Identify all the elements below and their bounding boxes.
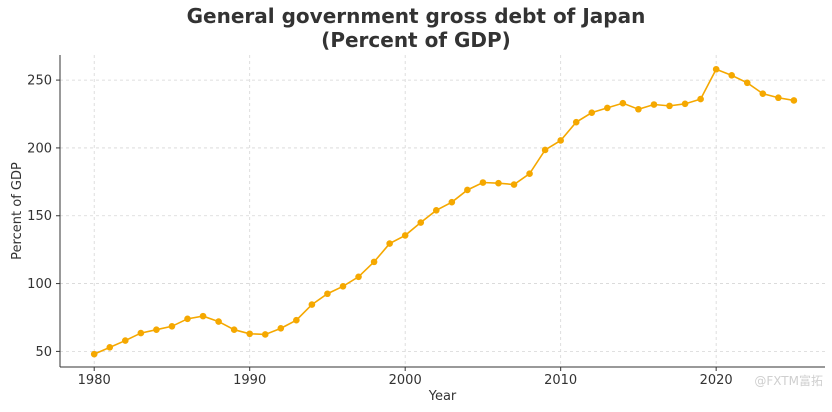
- data-point-2000: [401, 232, 409, 239]
- data-point-1988: [215, 318, 222, 325]
- y-tick-label-150: 150: [27, 209, 52, 224]
- data-point-2006: [495, 179, 502, 187]
- data-point-2022: [743, 79, 751, 87]
- data-point-2023: [759, 90, 767, 97]
- data-point-2017: [666, 102, 673, 110]
- series-line-gross-debt: [93, 68, 795, 355]
- data-point-1992: [277, 325, 285, 332]
- y-tick-label-200: 200: [27, 141, 52, 156]
- data-point-1989: [230, 326, 238, 333]
- data-point-2021: [728, 72, 736, 79]
- data-point-1980: [90, 350, 98, 358]
- data-point-2003: [448, 198, 456, 206]
- data-point-1999: [386, 240, 393, 247]
- x-tick-label-2020: 2020: [700, 373, 733, 388]
- x-axis-label: Year: [428, 389, 457, 404]
- y-tick-label-100: 100: [27, 277, 52, 292]
- data-point-1981: [106, 344, 114, 351]
- grid-lines: [60, 55, 825, 367]
- data-point-1984: [153, 326, 160, 333]
- chart-title-line-1: General government gross debt of Japan: [186, 4, 646, 28]
- y-axis-label: Percent of GDP: [10, 162, 25, 260]
- data-point-1982: [122, 337, 129, 344]
- y-tick-label-250: 250: [27, 74, 52, 89]
- data-point-2012: [588, 109, 596, 116]
- data-point-2011: [572, 118, 580, 126]
- data-point-2013: [604, 104, 611, 112]
- tick-labels: 1980 1990 2000 2010 2020 50 100 150 200 250: [27, 74, 733, 388]
- x-tick-label-1980: 1980: [78, 373, 111, 388]
- data-point-1991: [261, 331, 269, 338]
- x-tick-label-2000: 2000: [389, 373, 422, 388]
- data-point-2009: [541, 146, 549, 154]
- chart-title: General government gross debt of Japan (…: [0, 4, 832, 52]
- data-point-1993: [293, 316, 300, 324]
- data-point-1995: [324, 290, 331, 298]
- data-point-2016: [650, 101, 658, 108]
- data-point-1997: [355, 273, 362, 281]
- y-tick-label-50: 50: [35, 345, 52, 360]
- x-tick-label-2010: 2010: [544, 373, 577, 388]
- data-point-1990: [246, 330, 253, 338]
- data-point-2024: [775, 94, 782, 102]
- chart-title-line-2: (Percent of GDP): [321, 28, 511, 52]
- data-point-1987: [199, 312, 207, 320]
- data-points: [90, 65, 798, 358]
- data-point-1994: [308, 301, 316, 308]
- data-point-2010: [557, 137, 564, 144]
- data-point-1986: [184, 315, 191, 323]
- data-point-2014: [619, 99, 627, 107]
- watermark-text: @FXTM富拓: [754, 373, 823, 388]
- data-point-1996: [339, 282, 347, 290]
- axes: [56, 55, 825, 371]
- data-point-2002: [432, 207, 440, 214]
- data-point-2015: [635, 105, 642, 113]
- data-point-2025: [790, 97, 798, 104]
- data-point-2004: [464, 186, 471, 194]
- data-point-2018: [681, 100, 689, 108]
- data-point-2005: [479, 179, 487, 186]
- data-point-2007: [510, 181, 518, 188]
- x-tick-label-1990: 1990: [233, 373, 266, 388]
- data-point-2020: [712, 65, 720, 73]
- data-point-1985: [168, 323, 176, 330]
- data-point-2019: [697, 95, 704, 103]
- data-point-1998: [370, 258, 378, 266]
- data-point-2008: [526, 170, 533, 177]
- data-point-1983: [137, 329, 145, 337]
- data-point-2001: [417, 219, 425, 226]
